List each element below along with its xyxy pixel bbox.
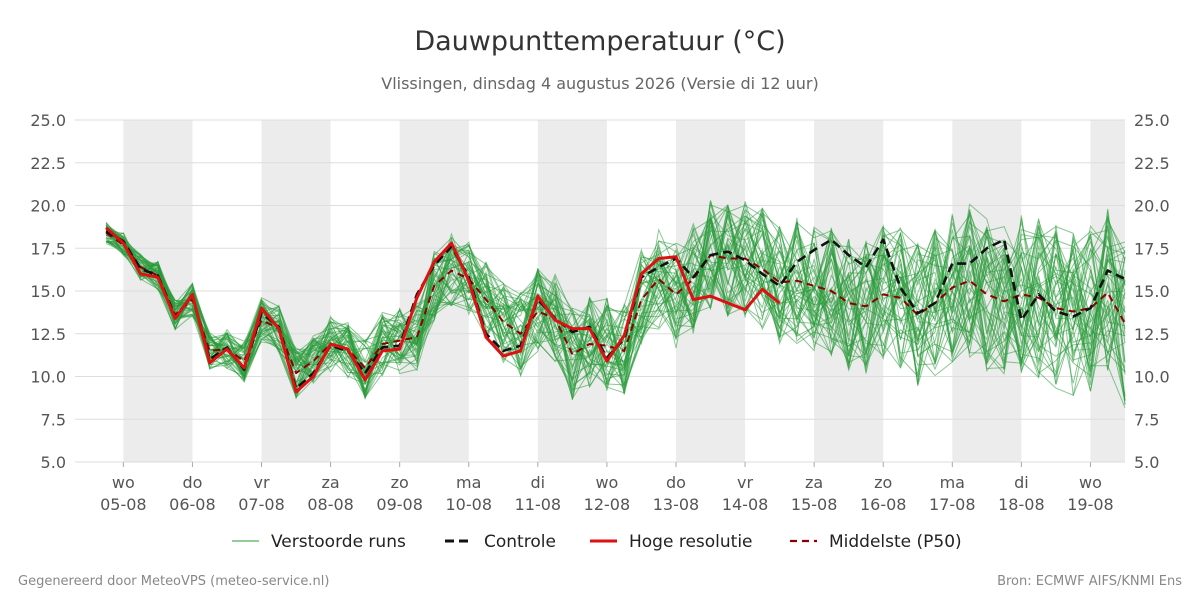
y-tick-label-left: 25.0 xyxy=(30,111,66,130)
ensemble-member-line xyxy=(105,200,1126,385)
ensemble-member-line xyxy=(105,217,1126,383)
y-tick-label-left: 10.0 xyxy=(30,368,66,387)
ensemble-member-line xyxy=(105,204,1126,382)
legend-label: Verstoorde runs xyxy=(271,532,406,552)
x-tick-day: wo xyxy=(1079,473,1102,492)
x-tick-date: 11-08 xyxy=(515,495,562,514)
x-tick-date: 10-08 xyxy=(446,495,493,514)
y-tick-label-right: 5.0 xyxy=(1134,453,1159,472)
x-tick-day: vr xyxy=(737,473,753,492)
ensemble-member-line xyxy=(105,208,1126,400)
x-tick-day: za xyxy=(321,473,339,492)
y-tick-label-right: 25.0 xyxy=(1134,111,1170,130)
x-tick-date: 18-08 xyxy=(998,495,1045,514)
x-tick-day: zo xyxy=(874,473,892,492)
ensemble-member-line xyxy=(105,208,1126,393)
y-tick-label-left: 15.0 xyxy=(30,282,66,301)
x-tick-day: ma xyxy=(940,473,965,492)
x-tick-day: do xyxy=(666,473,686,492)
x-tick-day: wo xyxy=(112,473,135,492)
x-axis-ticks: wo 05-08 do 06-08 vr 07-08 za 08-08 zo 09-08 ma 10-… xyxy=(100,462,1114,514)
y-tick-label-left: 20.0 xyxy=(30,197,66,216)
footer-credit: Gegenereerd door MeteoVPS (meteo-service… xyxy=(18,574,329,589)
ensemble-member-line xyxy=(106,214,1126,395)
x-tick-day: vr xyxy=(253,473,269,492)
y-tick-label-right: 7.5 xyxy=(1134,410,1159,429)
legend-label: Controle xyxy=(484,532,556,552)
y-tick-label-left: 12.5 xyxy=(30,325,66,344)
x-tick-day: di xyxy=(1014,473,1029,492)
ensemble-member-line xyxy=(105,200,1126,401)
y-tick-label-left: 7.5 xyxy=(41,410,66,429)
ensemble-member-line xyxy=(105,217,1126,398)
x-tick-date: 12-08 xyxy=(584,495,631,514)
x-tick-day: di xyxy=(531,473,546,492)
x-tick-day: za xyxy=(805,473,823,492)
x-tick-day: wo xyxy=(595,473,618,492)
series-line-hoge-resolutie xyxy=(105,226,781,394)
y-tick-label-right: 15.0 xyxy=(1134,282,1170,301)
ensemble-member-line xyxy=(105,208,1126,380)
chart-title: Dauwpunttemperatuur (°C) xyxy=(414,26,785,57)
y-tick-label-right: 17.5 xyxy=(1134,239,1170,258)
y-tick-label-right: 20.0 xyxy=(1134,197,1170,216)
y-tick-label-right: 12.5 xyxy=(1134,325,1170,344)
ensemble-member-line xyxy=(105,205,1126,381)
y-tick-label-left: 5.0 xyxy=(41,453,66,472)
x-tick-date: 05-08 xyxy=(100,495,147,514)
x-tick-date: 07-08 xyxy=(238,495,285,514)
y-tick-label-right: 10.0 xyxy=(1134,368,1170,387)
x-tick-date: 19-08 xyxy=(1067,495,1114,514)
x-tick-date: 17-08 xyxy=(929,495,976,514)
y-tick-label-left: 22.5 xyxy=(30,154,66,173)
main-series-lines xyxy=(105,226,1126,394)
x-tick-day: ma xyxy=(456,473,481,492)
y-tick-label-left: 17.5 xyxy=(30,239,66,258)
legend-label: Hoge resolutie xyxy=(629,532,753,552)
ensemble-member-line xyxy=(105,227,1126,398)
x-tick-date: 13-08 xyxy=(653,495,700,514)
footer-source: Bron: ECMWF AIFS/KNMI Ens xyxy=(997,574,1182,589)
x-tick-day: zo xyxy=(391,473,409,492)
legend-label: Middelste (P50) xyxy=(829,532,962,552)
x-tick-date: 14-08 xyxy=(722,495,769,514)
legend: Verstoorde runs Controle Hoge resolutie Mid… xyxy=(232,532,962,552)
x-tick-date: 16-08 xyxy=(860,495,907,514)
x-tick-date: 09-08 xyxy=(376,495,423,514)
chart-subtitle: Vlissingen, dinsdag 4 augustus 2026 (Ver… xyxy=(381,74,818,93)
x-tick-date: 15-08 xyxy=(791,495,838,514)
x-tick-date: 06-08 xyxy=(169,495,216,514)
x-tick-day: do xyxy=(182,473,202,492)
x-tick-date: 08-08 xyxy=(307,495,354,514)
y-axis-ticks: 5.0 5.0 7.5 7.5 10.0 10.0 12.5 12.5 15.0 15.0 17.5… xyxy=(30,111,1169,472)
y-tick-label-right: 22.5 xyxy=(1134,154,1170,173)
